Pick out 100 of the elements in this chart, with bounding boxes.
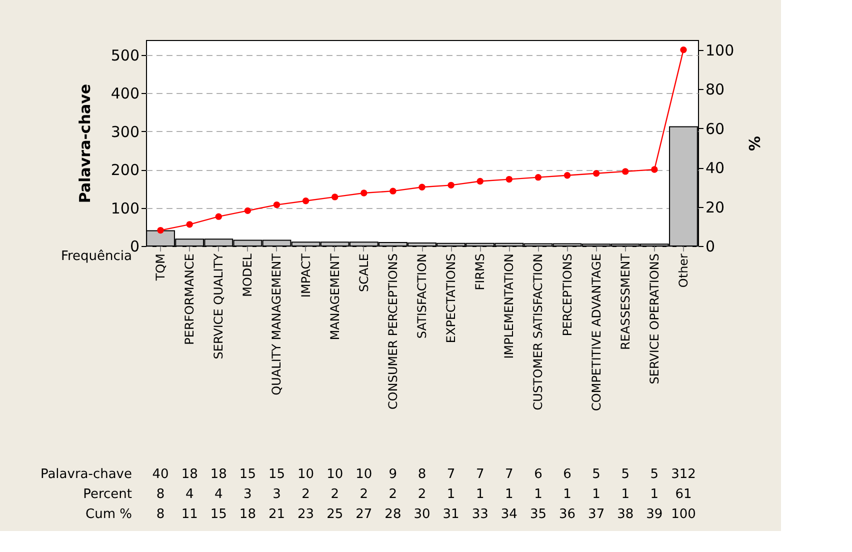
x-tick-label: MODEL [240, 253, 255, 297]
data-label: 38 [617, 507, 634, 522]
data-label: 28 [384, 507, 402, 522]
point [506, 176, 513, 183]
y2-tick-label: 60 [706, 120, 725, 138]
text: 4 [214, 487, 223, 502]
data-label: 312 [671, 467, 696, 482]
point [360, 190, 368, 196]
x-tick-label: SERVICE QUALITY [212, 252, 226, 360]
data-label: 9 [388, 467, 398, 482]
data-label: 10 [298, 467, 314, 482]
text: 2 [388, 487, 398, 502]
point [157, 226, 164, 234]
data-label: 18 [239, 507, 256, 522]
point [680, 46, 687, 54]
x-tick-label: PERCEPTIONS [560, 254, 574, 336]
text: 2 [302, 487, 310, 502]
data-label: 7 [446, 467, 456, 482]
point [273, 201, 280, 208]
text: Percent [83, 487, 132, 502]
text: 8 [156, 487, 165, 502]
data-label: 6 [534, 467, 542, 482]
data-label: 5 [592, 467, 600, 482]
data-label: 35 [530, 507, 546, 522]
x-tick-label: FIRMS [473, 254, 488, 290]
x-tick-label: PERFORMANCE [182, 254, 197, 345]
x-tick-label: SATISFACTION [415, 254, 429, 339]
data-label: 8 [418, 467, 426, 482]
data-label: 15 [268, 467, 286, 482]
x-tick-label: CONSUMER PERCEPTIONS [386, 254, 400, 410]
point [418, 184, 426, 190]
point [331, 194, 338, 200]
text: 1 [592, 487, 600, 502]
data-label: 37 [588, 507, 605, 522]
y-tick-label: 500 [110, 46, 140, 64]
data-label: 33 [472, 507, 488, 522]
data-label: 6 [563, 467, 572, 482]
data-label: 27 [356, 507, 372, 522]
data-label: 7 [505, 467, 514, 482]
point [534, 174, 542, 181]
point [302, 198, 310, 204]
y-tick-label: 400 [110, 84, 140, 103]
text: 3 [244, 487, 252, 502]
data-label: 21 [268, 507, 286, 522]
data-label: 18 [210, 467, 227, 482]
text: 2 [418, 487, 426, 502]
data-label: 15 [239, 467, 256, 482]
data-label: 8 [156, 507, 165, 522]
y-axis-title: Palavra-chave [76, 84, 94, 204]
y-tick-label: 100 [110, 199, 140, 218]
point [564, 172, 571, 179]
point [448, 182, 454, 189]
x-tick-label: COMPETITIVE ADVANTAGE [589, 254, 604, 411]
data-label: 10 [356, 467, 372, 482]
text: Cum % [86, 507, 132, 522]
data-label: 30 [414, 507, 430, 522]
data-label: 23 [298, 507, 314, 522]
y2-tick-label: 20 [706, 198, 725, 216]
data-label: 31 [442, 507, 460, 522]
x-tick-label: REASSESSMENT [618, 252, 632, 350]
text: Palavra-chave [40, 467, 132, 482]
x-tick-label: EXPECTATIONS [444, 254, 458, 344]
text: 1 [650, 487, 659, 502]
x-tick-label: TQM [154, 254, 168, 282]
x-tick-label: IMPACT [298, 252, 313, 298]
data-label: 11 [181, 507, 198, 522]
point [244, 207, 252, 214]
text: 1 [563, 487, 572, 502]
y2-tick-label: 100 [706, 41, 734, 60]
x-tick-label: SCALE [356, 254, 371, 292]
point [390, 188, 396, 194]
y-tick-label: 0 [130, 238, 140, 256]
point [622, 168, 629, 175]
data-label: 5 [621, 467, 630, 482]
data-label: 7 [476, 467, 484, 482]
text: 1 [621, 487, 630, 502]
point [215, 213, 222, 220]
x-tick-label: Other [676, 253, 690, 288]
point [592, 170, 600, 177]
x-tick-label: CUSTOMER SATISFACTION [531, 254, 546, 410]
data-label: 100 [671, 507, 696, 522]
point [651, 166, 658, 173]
data-label: 15 [210, 507, 227, 522]
text: 1 [446, 487, 456, 502]
data-label: 34 [500, 507, 518, 522]
y2-tick-label: 0 [706, 238, 716, 256]
data-label: 25 [326, 507, 344, 522]
x-tick-label: MANAGEMENT [328, 252, 342, 340]
x-tick-label: IMPLEMENTATION [502, 254, 516, 359]
point [186, 221, 193, 228]
text: 2 [360, 487, 368, 502]
x-tick-label: SERVICE OPERATIONS [647, 254, 662, 384]
text: 2 [330, 487, 339, 502]
data-label: 18 [181, 467, 198, 482]
y-tick-label: 200 [110, 161, 140, 180]
y2-tick-label: 80 [706, 80, 725, 99]
text: 61 [675, 487, 692, 502]
x-axis-title: Frequência [60, 249, 132, 264]
point [476, 178, 484, 185]
data-label: 40 [152, 467, 169, 482]
